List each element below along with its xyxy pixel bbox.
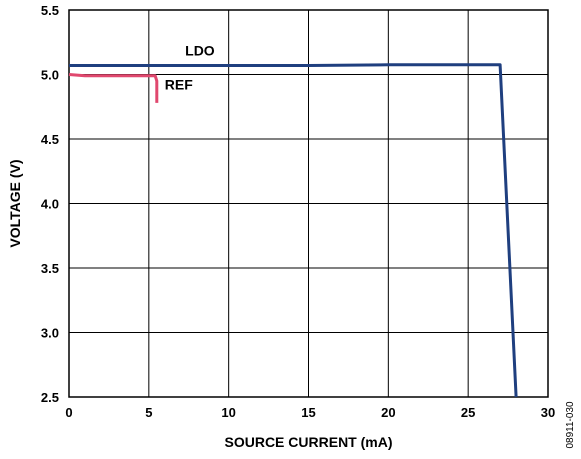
- y-tick-label: 3.5: [41, 261, 59, 276]
- series-labels: LDO REF: [165, 42, 215, 92]
- grid: [69, 10, 548, 397]
- x-tick-label: 0: [65, 405, 72, 420]
- series-lines: [68, 63, 518, 398]
- y-tick-label: 2.5: [41, 390, 59, 405]
- x-tick-label: 25: [461, 405, 475, 420]
- figure-id: 08911-030: [565, 401, 576, 449]
- x-tick-label: 10: [221, 405, 235, 420]
- y-tick-label: 4.5: [41, 132, 59, 147]
- y-tick-labels: 2.5 3.0 3.5 4.0 4.5 5.0 5.5: [41, 3, 59, 405]
- x-tick-label: 30: [541, 405, 555, 420]
- series-label-ref: REF: [165, 76, 193, 92]
- y-tick-label: 5.0: [41, 68, 59, 83]
- y-tick-label: 3.0: [41, 326, 59, 341]
- x-tick-label: 15: [301, 405, 315, 420]
- x-axis-label: SOURCE CURRENT (mA): [225, 434, 393, 450]
- x-tick-labels: 0 5 10 15 20 25 30: [65, 405, 555, 420]
- x-tick-label: 5: [145, 405, 152, 420]
- y-axis-label: VOLTAGE (V): [7, 159, 23, 247]
- x-tick-label: 20: [381, 405, 395, 420]
- plot-frame: [68, 9, 549, 398]
- y-tick-label: 4.0: [41, 197, 59, 212]
- y-tick-label: 5.5: [41, 3, 59, 18]
- series-line-ldo: [69, 63, 518, 398]
- series-label-ldo: LDO: [185, 42, 215, 58]
- series-line-ref: [68, 73, 159, 103]
